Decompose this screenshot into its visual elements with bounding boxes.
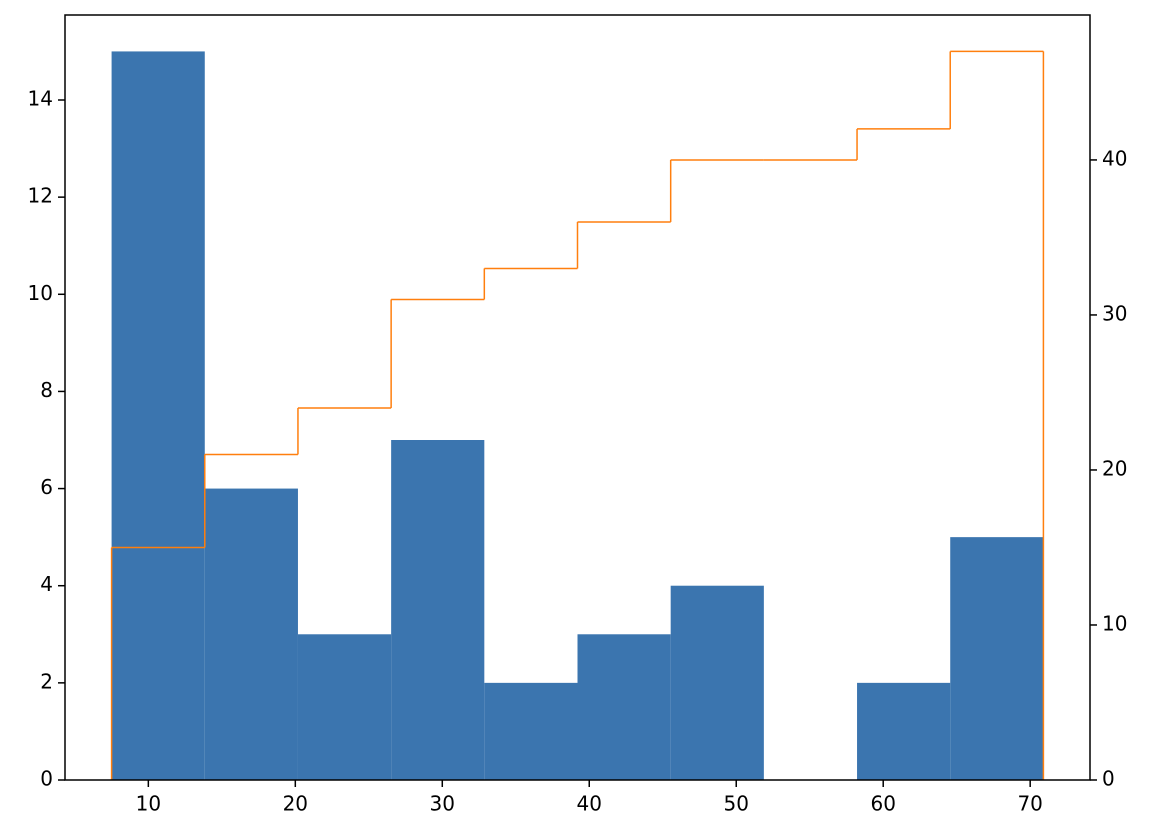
x-tick-label: 60 <box>870 792 895 816</box>
y-tick-label: 0 <box>40 767 53 791</box>
bar <box>857 682 951 780</box>
bar <box>950 537 1044 780</box>
y2-tick-label: 20 <box>1102 456 1127 480</box>
bar <box>391 440 485 780</box>
y-tick-label: 6 <box>40 475 53 499</box>
x-tick-label: 50 <box>724 792 749 816</box>
y-tick-label: 4 <box>40 572 53 596</box>
y2-tick-label: 0 <box>1102 767 1115 791</box>
y2-tick-label: 40 <box>1102 146 1127 170</box>
y-tick-label: 2 <box>40 669 53 693</box>
y-tick-label: 8 <box>40 378 53 402</box>
x-tick-label: 30 <box>430 792 455 816</box>
y-tick-label: 14 <box>28 87 53 111</box>
bar <box>111 51 205 780</box>
y2-tick-label: 10 <box>1102 611 1127 635</box>
bar <box>204 488 298 780</box>
y-tick-label: 12 <box>28 184 53 208</box>
bar <box>297 634 392 780</box>
y-tick-label: 10 <box>28 281 53 305</box>
x-tick-label: 70 <box>1017 792 1042 816</box>
x-tick-label: 10 <box>136 792 161 816</box>
y2-tick-label: 30 <box>1102 301 1127 325</box>
plot-frame <box>64 14 1091 781</box>
bar <box>670 585 764 780</box>
bar <box>577 634 671 780</box>
x-tick-label: 20 <box>283 792 308 816</box>
x-tick-label: 40 <box>577 792 602 816</box>
bar <box>484 682 578 780</box>
